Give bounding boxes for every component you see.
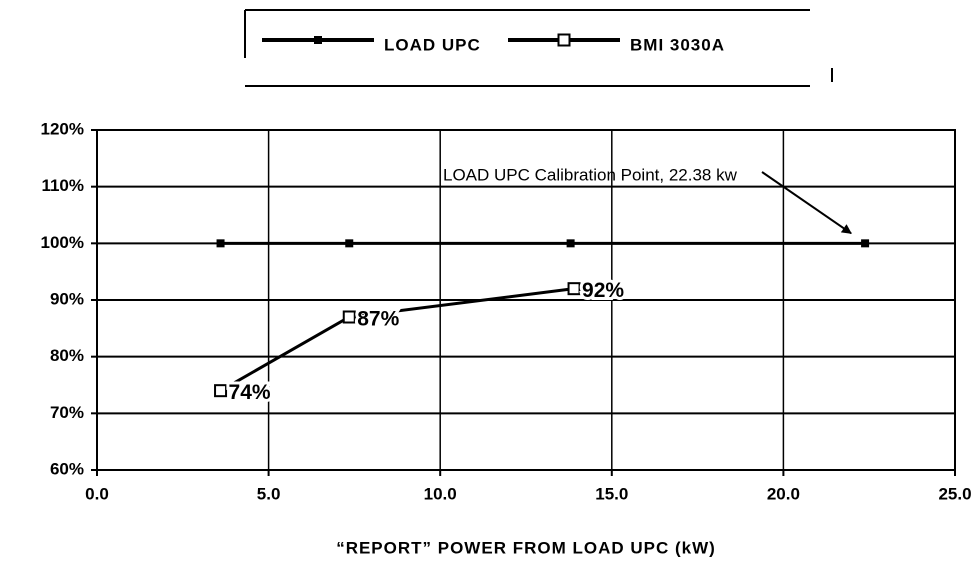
legend-marker bbox=[557, 33, 571, 47]
x-tick-label: 20.0 bbox=[767, 484, 800, 503]
x-tick-label: 0.0 bbox=[85, 484, 109, 503]
x-tick-label: 15.0 bbox=[595, 484, 628, 503]
legend-label: LOAD UPC bbox=[384, 35, 481, 54]
x-tick-label: 10.0 bbox=[424, 484, 457, 503]
data-label: 74% bbox=[229, 381, 271, 404]
data-point bbox=[342, 310, 356, 324]
data-point bbox=[566, 239, 575, 248]
x-tick-label: 25.0 bbox=[938, 484, 971, 503]
legend-marker bbox=[314, 36, 322, 44]
data-point bbox=[216, 239, 225, 248]
series-line bbox=[219, 287, 575, 392]
annotation-arrow bbox=[761, 171, 852, 235]
data-point bbox=[214, 384, 228, 398]
legend-label: BMI 3030A bbox=[630, 35, 725, 54]
y-tick-label: 80% bbox=[50, 346, 84, 365]
y-tick-label: 110% bbox=[41, 176, 84, 195]
data-label: 92% bbox=[582, 279, 624, 302]
data-point bbox=[861, 239, 870, 248]
x-axis-label: “REPORT” POWER FROM LOAD UPC (kW) bbox=[336, 538, 716, 557]
data-point bbox=[345, 239, 354, 248]
x-tick-label: 5.0 bbox=[257, 484, 281, 503]
data-label: 87% bbox=[357, 308, 399, 331]
y-tick-label: 100% bbox=[41, 233, 84, 252]
y-tick-label: 60% bbox=[50, 459, 84, 478]
y-tick-label: 90% bbox=[50, 289, 84, 308]
data-point bbox=[567, 282, 581, 296]
y-tick-label: 70% bbox=[50, 403, 84, 422]
y-tick-label: 120% bbox=[41, 119, 84, 138]
annotation: LOAD UPC Calibration Point, 22.38 kw bbox=[443, 165, 738, 184]
plot-frame bbox=[96, 129, 956, 471]
